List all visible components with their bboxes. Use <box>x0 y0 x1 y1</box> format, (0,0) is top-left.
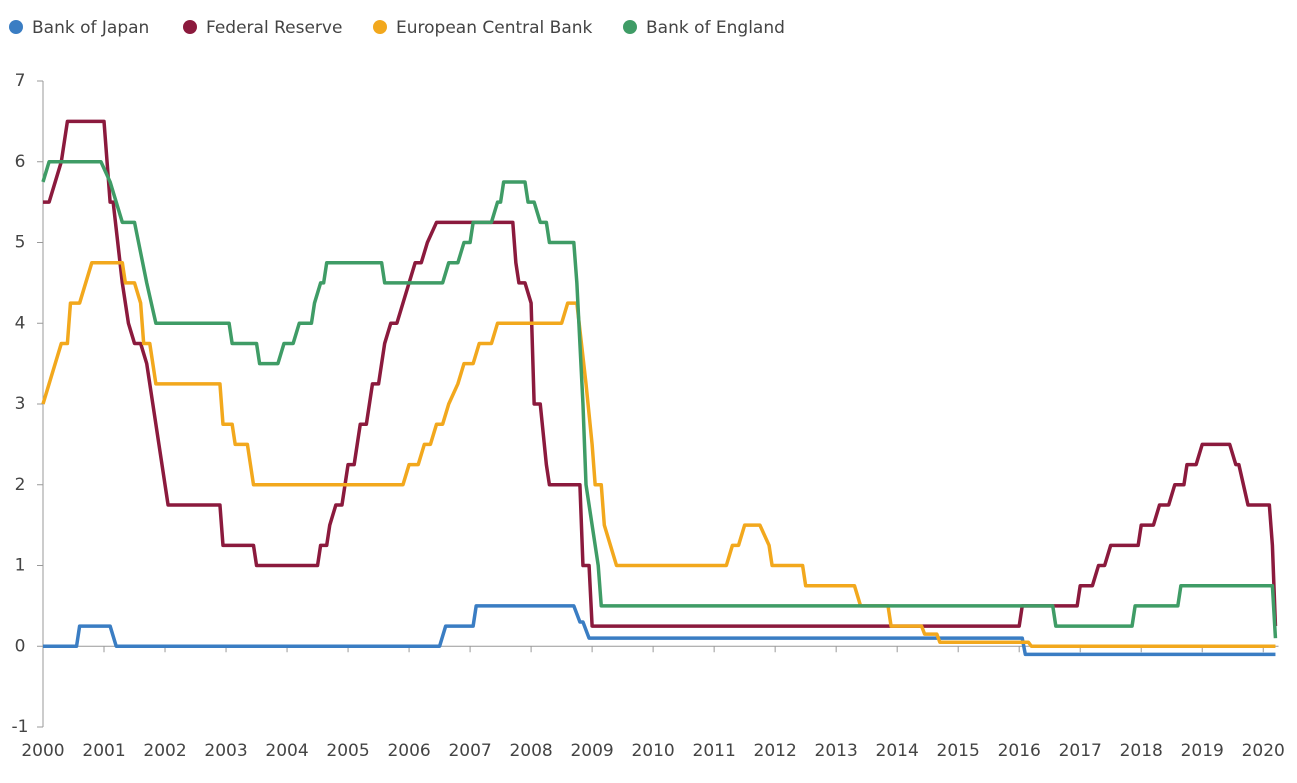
series-line <box>43 604 1276 657</box>
y-tick-label: 0 <box>15 636 26 656</box>
series-line <box>43 119 1278 628</box>
y-tick-label: 7 <box>15 71 26 91</box>
x-tick-label: 2008 <box>509 741 552 761</box>
x-tick-label: 2013 <box>815 741 858 761</box>
legend-swatch <box>373 20 387 34</box>
series-line <box>41 260 1276 648</box>
x-tick-label: 2004 <box>265 741 308 761</box>
x-tick-label: 2009 <box>570 741 613 761</box>
x-tick-label: 2007 <box>448 741 491 761</box>
x-tick-label: 2001 <box>82 741 125 761</box>
x-tick-label: 2016 <box>998 741 1041 761</box>
legend-label: Federal Reserve <box>206 18 342 38</box>
x-tick-label: 2010 <box>631 741 674 761</box>
x-tick-label: 2003 <box>204 741 247 761</box>
legend-label: Bank of Japan <box>32 18 149 38</box>
legend-swatch <box>9 20 23 34</box>
y-tick-label: -1 <box>12 717 29 737</box>
legend-swatch <box>623 20 637 34</box>
x-tick-label: 2012 <box>754 741 797 761</box>
x-tick-label: 2005 <box>326 741 369 761</box>
x-tick-label: 2014 <box>876 741 919 761</box>
y-tick-label: 2 <box>15 475 26 495</box>
x-tick-label: 2017 <box>1059 741 1102 761</box>
legend-swatch <box>183 20 197 34</box>
legend-label: Bank of England <box>646 18 785 38</box>
y-tick-label: 1 <box>15 556 26 576</box>
x-tick-label: 2020 <box>1242 741 1285 761</box>
x-tick-label: 2002 <box>143 741 186 761</box>
y-tick-label: 5 <box>15 233 26 253</box>
legend-label: European Central Bank <box>396 18 593 38</box>
y-tick-label: 6 <box>15 152 26 172</box>
y-tick-label: 4 <box>15 313 26 333</box>
x-tick-label: 2011 <box>693 741 736 761</box>
y-tick-label: 3 <box>15 394 26 414</box>
x-tick-label: 2015 <box>937 741 980 761</box>
series-line <box>41 160 1278 639</box>
x-tick-label: 2018 <box>1120 741 1163 761</box>
x-tick-label: 2019 <box>1181 741 1224 761</box>
x-tick-label: 2006 <box>387 741 430 761</box>
x-tick-label: 2000 <box>21 741 64 761</box>
